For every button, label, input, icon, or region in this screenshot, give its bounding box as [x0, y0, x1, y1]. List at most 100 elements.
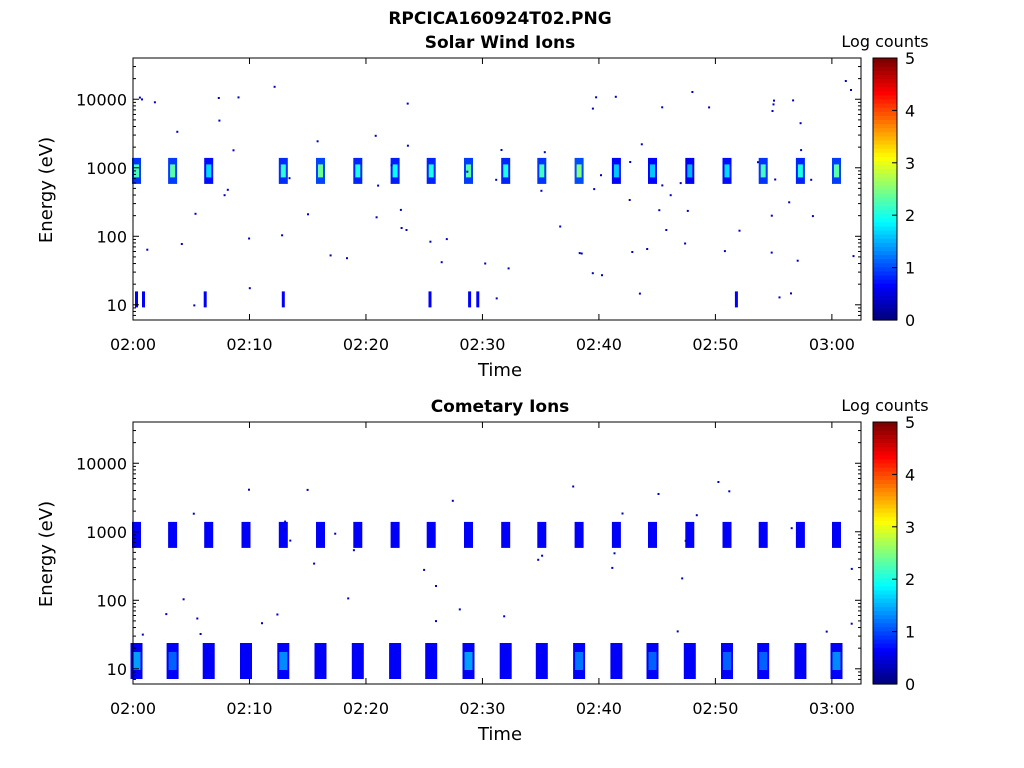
colorbar-segment [873, 532, 897, 538]
heatmap-cell [425, 643, 438, 679]
x-tick-label: 03:00 [809, 335, 855, 354]
heatmap-cluster [142, 291, 145, 308]
y-tick-label: 10 [107, 296, 127, 315]
colorbar-tick-label: 1 [905, 623, 915, 642]
cometary-y-axis: 10 100 1000 10000 [76, 421, 861, 685]
colorbar-segment [873, 422, 897, 427]
cometary-ylabel: Energy (eV) [36, 501, 57, 607]
heatmap-cluster [462, 643, 475, 679]
heatmap-cell [613, 164, 619, 178]
heatmap-cell [314, 643, 327, 679]
heatmap-cell [832, 521, 841, 548]
solar-wind-ylabel: Energy (eV) [36, 137, 57, 243]
heatmap-cell [389, 643, 402, 679]
colorbar-segment [873, 197, 897, 202]
heatmap-cell [194, 212, 197, 215]
colorbar-segment [873, 58, 897, 63]
heatmap-cell [284, 520, 287, 523]
heatmap-cell [825, 630, 828, 633]
colorbar-tick-label: 5 [905, 49, 915, 68]
heatmap-cluster [241, 521, 251, 548]
heatmap-cell [484, 262, 487, 265]
solar-wind-colorbar-label: Log counts [841, 32, 928, 51]
heatmap-cell [289, 539, 292, 542]
heatmap-cluster [646, 643, 659, 679]
colorbar-segment [873, 528, 897, 534]
colorbar-segment [873, 250, 897, 256]
heatmap-cluster [278, 521, 288, 548]
heatmap-cluster [168, 157, 178, 184]
heatmap-cell [832, 652, 841, 670]
heatmap-cluster [685, 521, 695, 548]
heatmap-cell [684, 539, 687, 542]
colorbar-segment [873, 577, 897, 583]
heatmap-cell [440, 261, 443, 264]
colorbar-segment [873, 78, 897, 84]
x-tick-label: 02:00 [110, 335, 156, 354]
heatmap-cluster [722, 157, 732, 184]
heatmap-cell [757, 161, 759, 164]
heatmap-cluster [351, 643, 364, 679]
heatmap-cell [406, 144, 409, 147]
colorbar-tick-label: 2 [905, 206, 915, 225]
heatmap-cell [223, 194, 226, 197]
heatmap-cluster [203, 291, 207, 308]
colorbar-segment [873, 462, 897, 468]
colorbar-segment [873, 495, 897, 501]
colorbar-segment [873, 675, 897, 681]
heatmap-cell [760, 164, 766, 178]
heatmap-cell [722, 521, 732, 548]
colorbar-segment [873, 283, 897, 288]
heatmap-cluster [135, 291, 138, 308]
colorbar-segment [873, 287, 897, 292]
heatmap-cluster [832, 157, 841, 184]
heatmap-cell [429, 240, 432, 243]
heatmap-cell [135, 291, 138, 308]
solar-wind-colorbar: 0 1 2 3 4 5 [872, 49, 915, 330]
heatmap-cell [650, 164, 655, 178]
heatmap-cell [676, 630, 679, 633]
heatmap-cell [202, 643, 215, 679]
heatmap-cell [316, 521, 325, 548]
heatmap-cluster [316, 521, 325, 548]
colorbar-segment [873, 471, 897, 476]
heatmap-cell [318, 164, 323, 178]
colorbar-segment [873, 139, 897, 145]
colorbar-segment [873, 213, 897, 219]
colorbar-segment [873, 291, 897, 297]
heatmap-cell [576, 164, 582, 178]
colorbar-segment [873, 450, 897, 456]
colorbar-segment [873, 667, 897, 673]
colorbar-segment [873, 626, 897, 632]
heatmap-cell [543, 151, 546, 154]
heatmap-cell [800, 149, 803, 152]
colorbar-segment [873, 82, 897, 88]
colorbar-segment [873, 295, 897, 301]
solar-wind-plot-frame [132, 57, 862, 321]
colorbar-segment [873, 630, 897, 636]
heatmap-cell [279, 652, 288, 670]
colorbar-tick-label: 4 [905, 101, 915, 120]
heatmap-cell [351, 643, 364, 679]
heatmap-cell [611, 566, 614, 569]
colorbar-segment [873, 164, 897, 170]
heatmap-cluster [277, 643, 290, 679]
heatmap-cell [495, 297, 498, 300]
heatmap-cell [132, 652, 141, 670]
colorbar-segment [873, 557, 897, 562]
heatmap-cell [428, 291, 432, 308]
heatmap-cell [241, 521, 251, 548]
heatmap-cell [661, 184, 664, 187]
heatmap-cell [610, 643, 623, 679]
heatmap-cluster [610, 643, 623, 679]
colorbar-segment [873, 581, 897, 587]
heatmap-cell [399, 208, 402, 211]
heatmap-cluster [390, 157, 400, 184]
colorbar-segment [873, 143, 897, 149]
heatmap-cell [355, 164, 361, 178]
colorbar-segment [873, 507, 897, 513]
heatmap-cell [601, 274, 603, 277]
solar-wind-xlabel: Time [477, 360, 522, 381]
colorbar-segment [873, 176, 897, 182]
